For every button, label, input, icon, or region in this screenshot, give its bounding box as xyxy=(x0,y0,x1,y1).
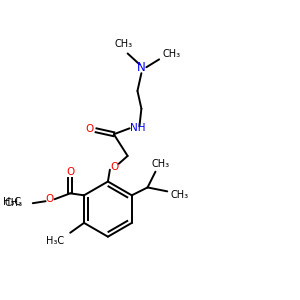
Text: O: O xyxy=(85,124,93,134)
Text: O: O xyxy=(66,167,74,177)
Text: H₃C: H₃C xyxy=(3,197,21,207)
Text: NH: NH xyxy=(130,123,145,133)
Text: CH₃: CH₃ xyxy=(170,190,188,200)
Text: N: N xyxy=(137,61,146,74)
Text: CH₃: CH₃ xyxy=(151,159,169,169)
Text: CH₃: CH₃ xyxy=(115,39,133,49)
Text: CH₃: CH₃ xyxy=(163,50,181,59)
Text: O: O xyxy=(45,194,54,204)
Text: H₃C: H₃C xyxy=(46,236,64,246)
Text: O: O xyxy=(111,162,119,172)
Text: CH₃: CH₃ xyxy=(5,198,23,208)
